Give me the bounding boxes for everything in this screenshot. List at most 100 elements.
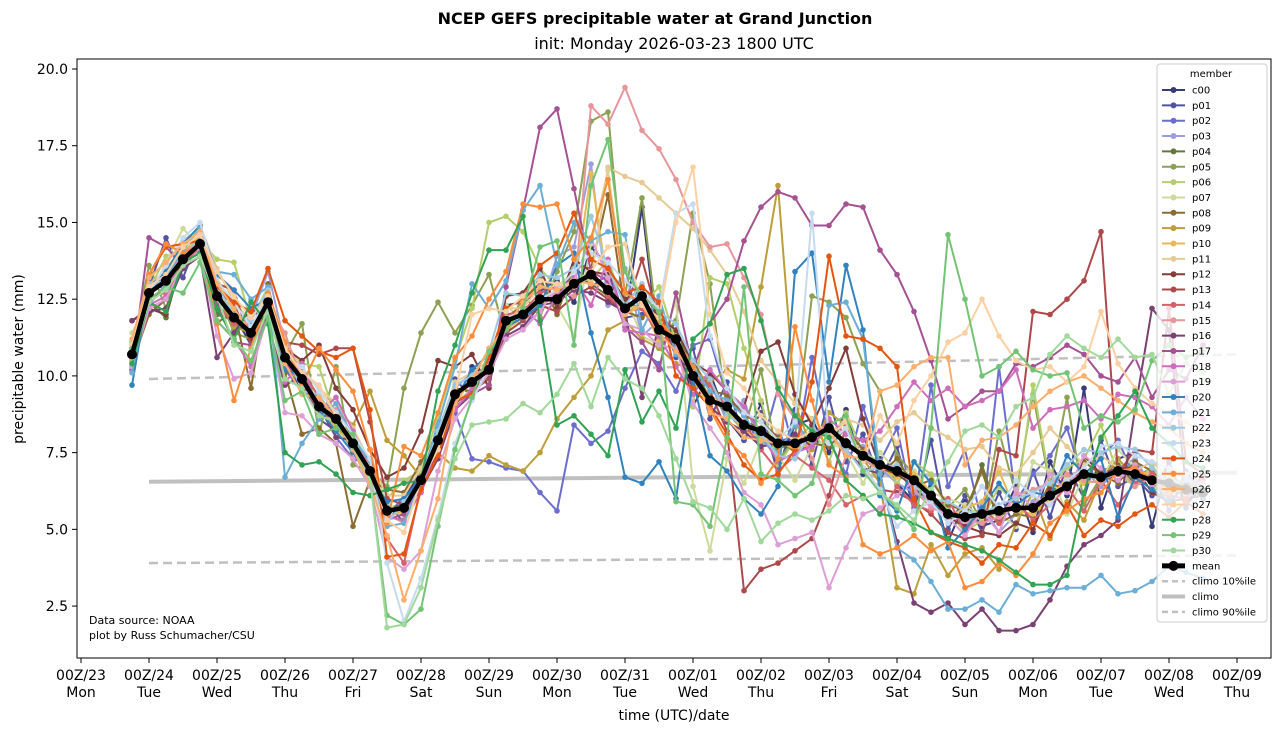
point-p16-52	[1013, 627, 1019, 634]
point-p25-13	[350, 388, 356, 395]
point-p02-20	[469, 456, 475, 462]
point-p12-37	[758, 348, 764, 355]
x-tick-label-day: Mon	[1018, 685, 1048, 701]
point-p07-3	[180, 225, 186, 232]
point-p09-21	[486, 452, 492, 459]
legend-item-p13: p13	[1162, 285, 1211, 296]
point-p26-18	[435, 495, 441, 502]
point-p19-44	[877, 505, 883, 511]
point-p09-45	[894, 584, 900, 591]
x-tick-label-day: Wed	[1154, 685, 1185, 701]
point-p27-45	[894, 440, 900, 447]
point-p27-49	[962, 330, 968, 336]
point-p30-53	[1030, 394, 1036, 401]
point-p25-16	[401, 443, 407, 450]
point-p27-24	[537, 278, 543, 284]
point-p18-29	[622, 327, 628, 333]
y-tick-label: 2.5	[46, 599, 68, 615]
point-p06-21	[486, 219, 492, 226]
point-p16-49	[962, 621, 968, 628]
point-p26-36	[741, 434, 747, 441]
point-p27-35	[724, 370, 730, 376]
point-p05-37	[758, 367, 764, 373]
legend-item-p07: p07	[1162, 193, 1211, 204]
point-p27-58	[1115, 360, 1121, 367]
point-mean-40	[807, 432, 817, 443]
point-mean-53	[1028, 502, 1038, 513]
point-p20-57	[1098, 456, 1104, 462]
point-p30-7	[248, 348, 254, 355]
point-p05-51	[996, 428, 1002, 434]
point-p27-57	[1098, 308, 1104, 315]
point-p29-38	[775, 477, 781, 484]
point-p29-34	[707, 523, 713, 530]
point-p19-58	[1115, 477, 1121, 484]
point-p30-29	[622, 376, 628, 382]
point-p19-33	[690, 400, 696, 407]
point-p17-25	[554, 106, 560, 112]
point-p13-54	[1047, 311, 1053, 318]
point-p27-60	[1149, 400, 1155, 407]
point-p29-9	[282, 397, 288, 404]
point-p27-50	[979, 296, 985, 303]
point-p30-57	[1098, 354, 1104, 361]
legend-marker	[1170, 255, 1177, 262]
point-p13-56	[1081, 278, 1087, 284]
x-tick-label-day: Thu	[271, 685, 298, 701]
point-p19-12	[333, 440, 339, 447]
point-mean-15	[382, 505, 392, 516]
legend-label: p21	[1192, 408, 1211, 419]
point-p23-33	[690, 201, 696, 207]
point-p09-36	[741, 376, 747, 382]
point-p30-15	[384, 624, 390, 631]
point-p05-42	[843, 314, 849, 321]
legend-label: p12	[1192, 270, 1211, 281]
point-p11-31	[656, 195, 662, 201]
point-p25-25	[554, 201, 560, 207]
point-p26-24	[537, 284, 543, 290]
point-p27-3	[180, 244, 186, 250]
point-p02-55	[1064, 425, 1070, 431]
point-p24-18	[435, 452, 441, 459]
point-p25-37	[758, 480, 764, 487]
legend-item-p14: p14	[1162, 300, 1211, 311]
legend-marker	[1170, 440, 1177, 447]
point-p05-55	[1064, 394, 1070, 401]
point-mean-31	[654, 324, 664, 335]
point-p19-29	[622, 320, 628, 327]
x-tick-label-date: 00Z/03	[804, 668, 854, 684]
point-p18-54	[1047, 406, 1053, 413]
series-line-p29	[131, 138, 1204, 626]
point-p24-43	[860, 336, 866, 342]
x-tick-label-date: 00Z/28	[396, 668, 446, 684]
point-p28-28	[605, 452, 611, 459]
point-p30-46	[911, 517, 917, 523]
point-p26-11	[316, 394, 322, 401]
point-p26-45	[894, 382, 900, 388]
point-p25-24	[537, 204, 543, 210]
point-p20-42	[843, 262, 849, 269]
point-p11-45	[894, 419, 900, 425]
point-p22-42	[843, 446, 849, 453]
point-p27-11	[316, 382, 322, 388]
point-p20-39	[792, 268, 798, 275]
data-source-note: Data source: NOAA	[89, 614, 195, 627]
x-tick-label-date: 00Z/06	[1008, 668, 1058, 684]
point-mean-33	[688, 370, 698, 381]
point-p18-53	[1030, 425, 1036, 431]
x-tick-label-date: 00Z/05	[940, 668, 990, 684]
point-p19-56	[1081, 452, 1087, 459]
x-tick-label-date: 00Z/27	[328, 668, 378, 684]
point-mean-36	[739, 420, 749, 430]
legend-item-p24: p24	[1162, 454, 1211, 465]
point-mean-44	[875, 459, 885, 470]
point-p26-37	[758, 437, 764, 444]
point-p22-24	[537, 271, 543, 278]
y-tick-label: 20.0	[37, 62, 68, 78]
point-p13-51	[996, 446, 1002, 453]
point-p25-18	[435, 409, 441, 416]
x-tick-label-date: 00Z/02	[736, 668, 786, 684]
point-p23-53	[1030, 492, 1036, 499]
point-p19-38	[775, 541, 781, 548]
point-p21-48	[945, 606, 951, 612]
